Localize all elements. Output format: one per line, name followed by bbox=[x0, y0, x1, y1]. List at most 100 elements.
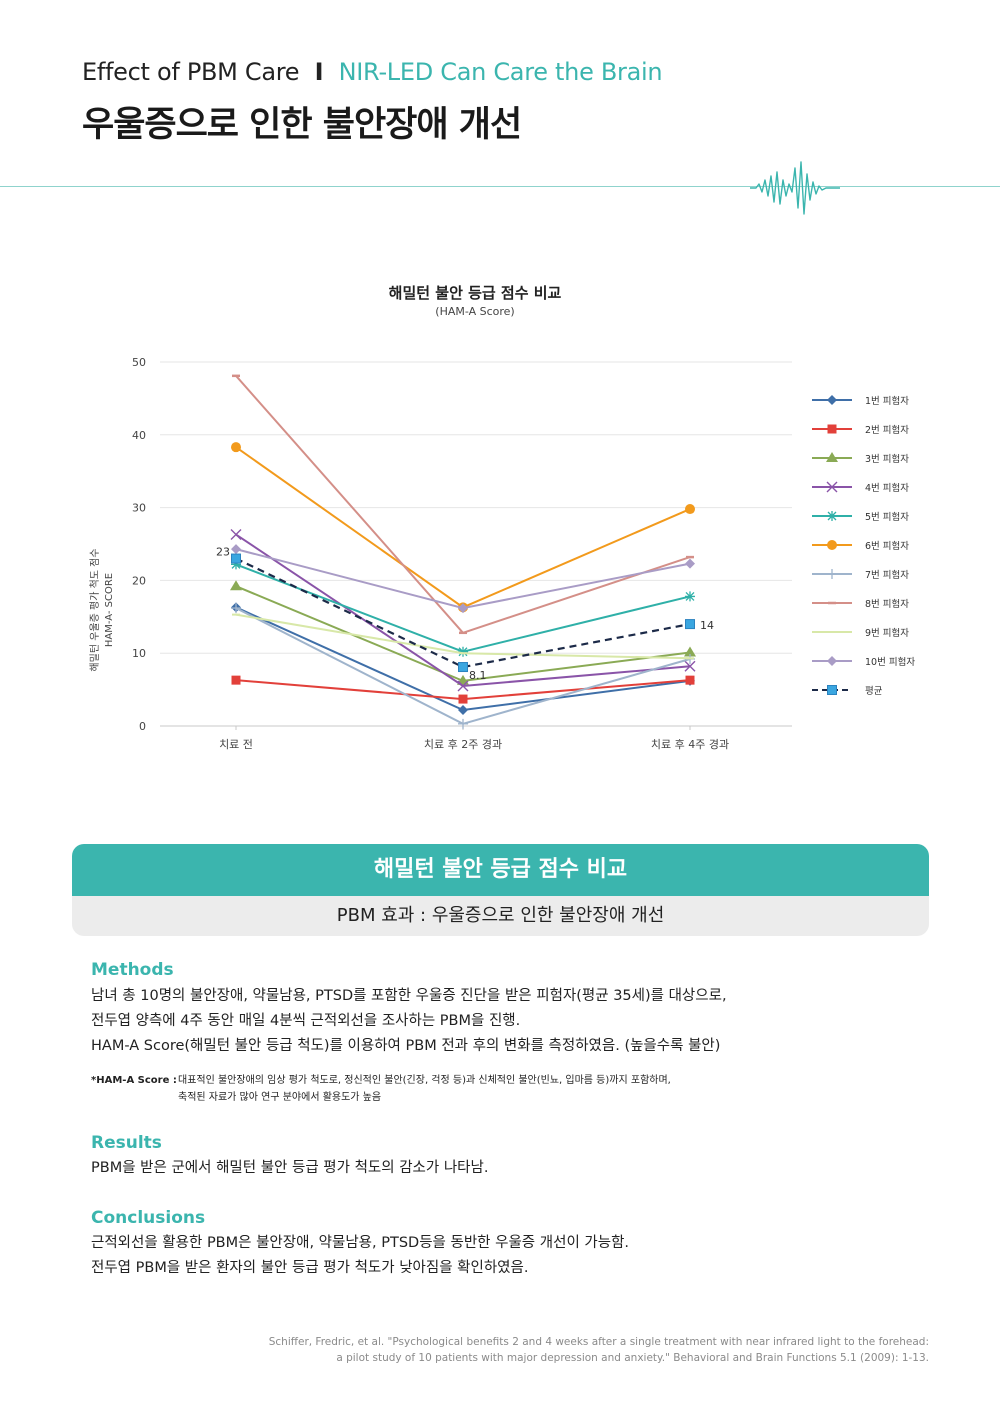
legend-label: 1번 피험자 bbox=[865, 396, 909, 407]
point-marker bbox=[231, 603, 241, 614]
legend-item: 10번 피험자 bbox=[812, 656, 915, 668]
point-marker bbox=[685, 675, 695, 685]
point-marker bbox=[685, 558, 695, 569]
point-marker bbox=[827, 540, 837, 550]
header-subtitle-right: NIR-LED Can Care the Brain bbox=[338, 58, 663, 86]
legend-label: 10번 피험자 bbox=[865, 657, 915, 668]
series bbox=[232, 374, 694, 635]
header-subtitle-separator: I bbox=[314, 58, 324, 86]
y-tick-label: 50 bbox=[132, 356, 146, 369]
point-marker bbox=[231, 553, 241, 564]
series-line bbox=[235, 446, 691, 609]
point-marker bbox=[685, 619, 695, 630]
series bbox=[230, 529, 696, 692]
series bbox=[231, 559, 695, 657]
point-marker bbox=[458, 662, 468, 673]
point-marker bbox=[685, 504, 695, 515]
point-marker bbox=[231, 559, 241, 570]
point-marker bbox=[827, 569, 837, 579]
point-marker bbox=[458, 718, 468, 729]
x-tick-label: 치료 후 4주 경과 bbox=[651, 738, 729, 751]
legend-label: 9번 피험자 bbox=[865, 628, 909, 639]
point-marker bbox=[827, 685, 837, 695]
data-label: 14 bbox=[700, 619, 714, 632]
point-marker bbox=[458, 603, 468, 614]
legend-item: 7번 피험자 bbox=[812, 569, 909, 581]
x-tick-label: 치료 전 bbox=[219, 738, 253, 751]
point-marker bbox=[458, 704, 468, 715]
y-tick-label: 40 bbox=[132, 429, 146, 442]
point-marker bbox=[827, 395, 837, 405]
x-tick-label: 치료 후 2주 경과 bbox=[424, 738, 502, 751]
methods-text: 남녀 총 10명의 불안장애, 약물남용, PTSD를 포함한 우울증 진단을 … bbox=[91, 984, 727, 1059]
point-marker bbox=[826, 452, 838, 462]
legend-item: 3번 피험자 bbox=[812, 452, 909, 465]
chart-axes: 0 10 20 30 40 50 치료 전 치료 후 2주 경과 치료 후 4주 경과 bbox=[132, 356, 729, 751]
series-line bbox=[235, 548, 691, 610]
point-marker bbox=[230, 580, 242, 591]
note-line-1: 대표적인 불안장애의 임상 평가 척도로, 정신적인 불안(긴장, 걱정 등)과… bbox=[178, 1075, 671, 1086]
chart-subtitle: (HAM-A Score) bbox=[435, 305, 514, 318]
chart-title: 해밀턴 불안 등급 점수 비교 bbox=[389, 284, 562, 302]
citation: Schiffer, Fredric, et al. "Psychological… bbox=[269, 1334, 929, 1366]
point-marker bbox=[457, 680, 469, 692]
legend-label: 4번 피험자 bbox=[865, 483, 909, 494]
series-line bbox=[235, 375, 691, 634]
y-tick-label: 10 bbox=[132, 647, 146, 660]
legend-item: 5번 피험자 bbox=[812, 511, 909, 523]
point-marker bbox=[827, 511, 837, 521]
conclusions-line-2: 전두엽 PBM을 받은 환자의 불안 등급 평가 척도가 낮아짐을 확인하였음. bbox=[91, 1260, 529, 1276]
header-subtitle: Effect of PBM Care I NIR-LED Can Care th… bbox=[82, 58, 663, 86]
summary-panel-subtitle: PBM 효과 : 우울증으로 인한 불안장애 개선 bbox=[72, 896, 929, 936]
ham-a-note: *HAM-A Score :대표적인 불안장애의 임상 평가 척도로, 정신적인… bbox=[91, 1072, 671, 1106]
point-marker bbox=[826, 481, 838, 493]
legend-label: 3번 피험자 bbox=[865, 454, 909, 465]
series bbox=[232, 613, 694, 660]
legend-item: 1번 피험자 bbox=[812, 395, 909, 407]
header-divider bbox=[0, 186, 1000, 187]
point-marker bbox=[231, 442, 241, 453]
point-marker bbox=[827, 656, 837, 666]
note-key: *HAM-A Score : bbox=[91, 1075, 177, 1086]
point-marker bbox=[685, 591, 695, 602]
legend-label: 8번 피험자 bbox=[865, 599, 909, 610]
page-title: 우울증으로 인한 불안장애 개선 bbox=[82, 105, 522, 145]
legend-item: 9번 피험자 bbox=[812, 628, 909, 639]
series bbox=[231, 602, 695, 715]
note-line-2: 축적된 자료가 많아 연구 분야에서 활용도가 높음 bbox=[178, 1092, 382, 1103]
methods-line-1: 남녀 총 10명의 불안장애, 약물남용, PTSD를 포함한 우울증 진단을 … bbox=[91, 988, 727, 1004]
methods-heading: Methods bbox=[91, 960, 174, 980]
y-axis-label-line1: 해밀턴 우울증 평가 척도 점수 bbox=[88, 548, 101, 671]
citation-line-1: Schiffer, Fredric, et al. "Psychological… bbox=[268, 1336, 929, 1348]
summary-panel-title: 해밀턴 불안 등급 점수 비교 bbox=[72, 844, 929, 896]
results-heading: Results bbox=[91, 1133, 162, 1153]
legend-label: 2번 피험자 bbox=[865, 425, 909, 436]
legend-label: 7번 피험자 bbox=[865, 570, 909, 581]
point-marker bbox=[827, 424, 837, 434]
series bbox=[231, 675, 695, 704]
hama-line-chart: 해밀턴 불안 등급 점수 비교 (HAM-A Score) 0 10 20 30 40 5… bbox=[88, 284, 915, 751]
y-tick-label: 0 bbox=[139, 720, 146, 733]
results-line-1: PBM을 받은 군에서 해밀턴 불안 등급 평가 척도의 감소가 나타남. bbox=[91, 1160, 489, 1176]
point-marker bbox=[458, 646, 468, 657]
wave-icon bbox=[750, 161, 840, 215]
series bbox=[231, 553, 695, 673]
data-label: 23 bbox=[216, 546, 230, 559]
chart-series: 23 8.1 14 bbox=[216, 374, 714, 729]
data-label: 8.1 bbox=[469, 669, 487, 682]
point-marker bbox=[231, 544, 241, 555]
conclusions-text: 근적외선을 활용한 PBM은 불안장애, 약물남용, PTSD등을 동반한 우울… bbox=[91, 1231, 629, 1281]
series bbox=[231, 442, 695, 613]
methods-line-3: HAM-A Score(해밀턴 불안 등급 척도)를 이용하여 PBM 전과 후… bbox=[91, 1038, 721, 1054]
point-marker bbox=[230, 529, 242, 541]
chart-grid bbox=[160, 361, 792, 727]
point-marker bbox=[458, 694, 468, 704]
chart-legend: 1번 피험자 2번 피험자 3번 피험자 4번 피험자 5번 피험자 6번 피험자 7번 피… bbox=[812, 395, 915, 697]
conclusions-heading: Conclusions bbox=[91, 1208, 206, 1228]
y-tick-label: 20 bbox=[132, 574, 146, 587]
legend-item: 4번 피험자 bbox=[812, 481, 909, 494]
legend-label: 평균 bbox=[865, 686, 883, 697]
point-marker bbox=[684, 660, 696, 672]
methods-line-2: 전두엽 양측에 4주 동안 매일 4분씩 근적외선을 조사하는 PBM을 진행. bbox=[91, 1013, 521, 1029]
citation-line-2: a pilot study of 10 patients with major … bbox=[336, 1352, 929, 1364]
